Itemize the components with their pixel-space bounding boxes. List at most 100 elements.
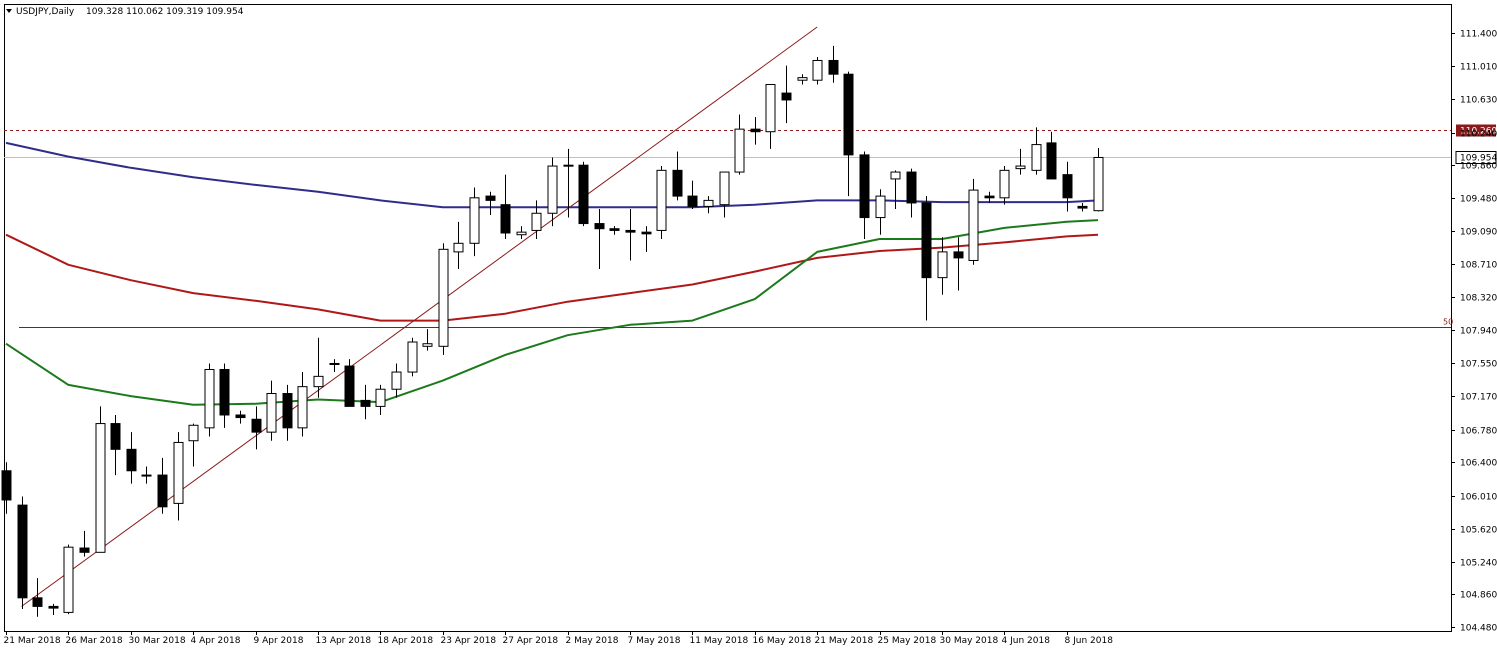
candle[interactable] [157,457,168,514]
resistance-price-tag [1456,124,1496,137]
price-axis-label: 106.400 [1460,459,1497,469]
candle[interactable] [251,406,262,450]
candle[interactable] [734,114,745,175]
candle[interactable] [890,170,901,209]
candle[interactable] [594,208,605,270]
candle[interactable] [687,180,698,209]
candle[interactable] [563,148,574,218]
candle[interactable] [1031,127,1042,175]
candle-body-bull [937,251,948,279]
candle-body-bear [235,414,246,419]
candle[interactable] [641,226,652,252]
date-axis-label: 16 May 2018 [753,636,812,646]
candle[interactable] [48,603,59,615]
price-axis-label: 107.550 [1460,360,1497,370]
candle[interactable] [999,166,1010,205]
resistance-price-label: 110.269 [1460,127,1497,137]
candle[interactable] [921,196,932,321]
candle[interactable] [547,157,558,227]
candle[interactable] [812,57,823,85]
candle[interactable] [781,65,792,124]
candle[interactable] [266,380,277,441]
candle[interactable] [953,237,964,291]
candle[interactable] [344,359,355,407]
candle[interactable] [313,337,324,398]
candle[interactable] [126,432,137,484]
candle[interactable] [469,187,480,257]
candle-body-bull [547,165,558,214]
symbol-menu-icon[interactable] [6,9,12,13]
candle[interactable] [828,45,839,83]
candle-body-bull [1093,156,1104,212]
candle[interactable] [859,151,870,240]
moving-average-line-1 [5,233,1099,322]
candle-body-bull [1015,165,1026,170]
candle[interactable] [968,178,979,265]
candle[interactable] [95,406,106,553]
candle[interactable] [329,359,340,373]
candle[interactable] [906,168,917,218]
candle[interactable] [422,329,433,351]
candle-body-bull [329,362,340,365]
candle[interactable] [407,337,418,377]
trendline[interactable] [21,26,818,607]
candle[interactable] [609,226,620,235]
candle[interactable] [282,384,293,441]
candle[interactable] [500,174,511,240]
candle[interactable] [843,71,854,197]
candle[interactable] [1,462,12,514]
candle[interactable] [204,363,215,437]
candle[interactable] [531,200,542,240]
candle[interactable] [937,237,948,295]
candle[interactable] [1062,161,1073,212]
candle[interactable] [703,196,714,214]
candle-body-bull [719,171,730,206]
candle[interactable] [765,84,776,149]
candle[interactable] [797,74,808,85]
candle[interactable] [391,363,402,398]
candle[interactable] [79,530,90,557]
candle[interactable] [1093,148,1104,212]
candle[interactable] [1015,148,1026,175]
candle[interactable] [984,191,995,203]
candle-body-bear [594,223,605,230]
candle-body-bear [984,195,995,199]
candle[interactable] [656,166,667,240]
candle-body-bear [110,423,121,450]
candle[interactable] [360,384,371,420]
candle-body-bear [859,154,870,219]
candle[interactable] [235,410,246,424]
date-axis-label: 25 May 2018 [878,636,937,646]
candle[interactable] [219,363,230,428]
price-axis-label: 111.010 [1460,63,1497,73]
candle[interactable] [750,117,761,145]
candle-body-bull [812,59,823,81]
candle[interactable] [188,423,199,467]
candle[interactable] [1046,131,1057,180]
candle[interactable] [438,243,449,355]
candle[interactable] [32,578,43,617]
candle[interactable] [1077,202,1088,212]
candle[interactable] [672,151,683,201]
candle[interactable] [578,161,589,227]
candle[interactable] [625,208,636,261]
candle[interactable] [297,372,308,437]
candle[interactable] [17,496,28,609]
candle[interactable] [173,432,184,521]
candle[interactable] [485,191,496,215]
date-axis-label: 18 Apr 2018 [378,636,434,646]
candle[interactable] [453,221,464,270]
candle-body-bear [921,202,932,279]
candle[interactable] [110,414,121,476]
candle[interactable] [375,384,386,415]
candle[interactable] [141,466,152,484]
candle-body-bear [906,171,917,204]
candle[interactable] [63,544,74,615]
candle[interactable] [719,171,730,218]
candle[interactable] [516,226,527,240]
candle[interactable] [875,189,886,235]
date-axis-label: 30 May 2018 [940,636,999,646]
candle-body-bear [828,59,839,75]
